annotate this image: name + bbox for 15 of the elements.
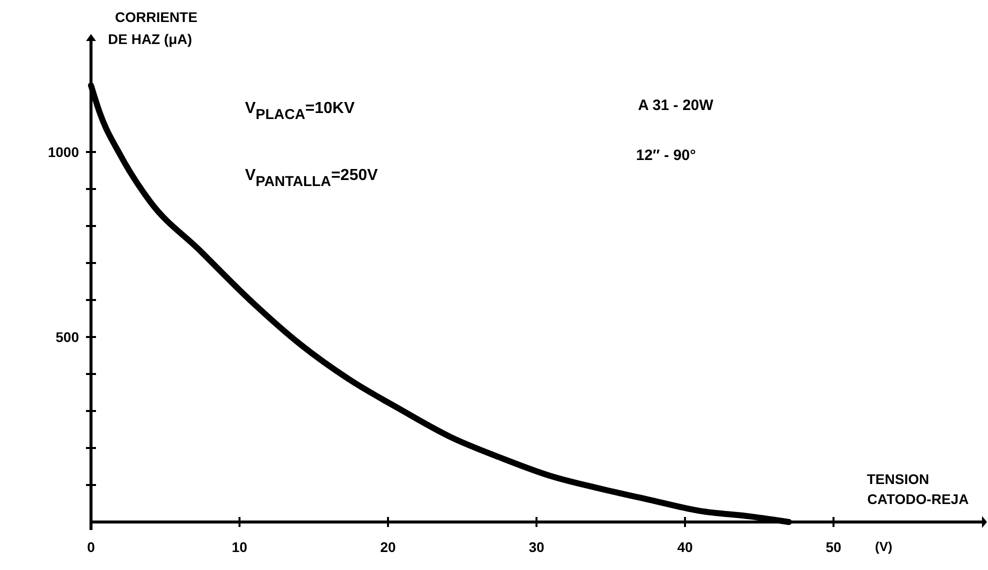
x-tick-label: 0 xyxy=(87,539,96,555)
annotation: V$_{PLACA}$=10KV xyxy=(245,100,355,124)
x-tick-label: 40 xyxy=(677,539,693,555)
y-tick-label: 500 xyxy=(56,329,80,345)
y-tick-label: 1000 xyxy=(48,144,80,160)
x-axis-title: TENSION CATODO-REJA xyxy=(866,471,969,507)
y-axis-title: CORRIENTE DE HAZ (μA) xyxy=(108,9,198,47)
annotation: V$_{PANTALLA}$=250V xyxy=(245,167,378,190)
x-tick-label: 20 xyxy=(380,539,396,555)
x-tick-label: 30 xyxy=(528,539,544,555)
annotation: 12″ - 90° xyxy=(636,147,696,164)
annotation: A 31 - 20W xyxy=(638,97,714,114)
x-tick-label: 50 xyxy=(826,539,842,555)
text: (V) xyxy=(875,539,892,554)
x-tick-label: 10 xyxy=(232,539,248,555)
